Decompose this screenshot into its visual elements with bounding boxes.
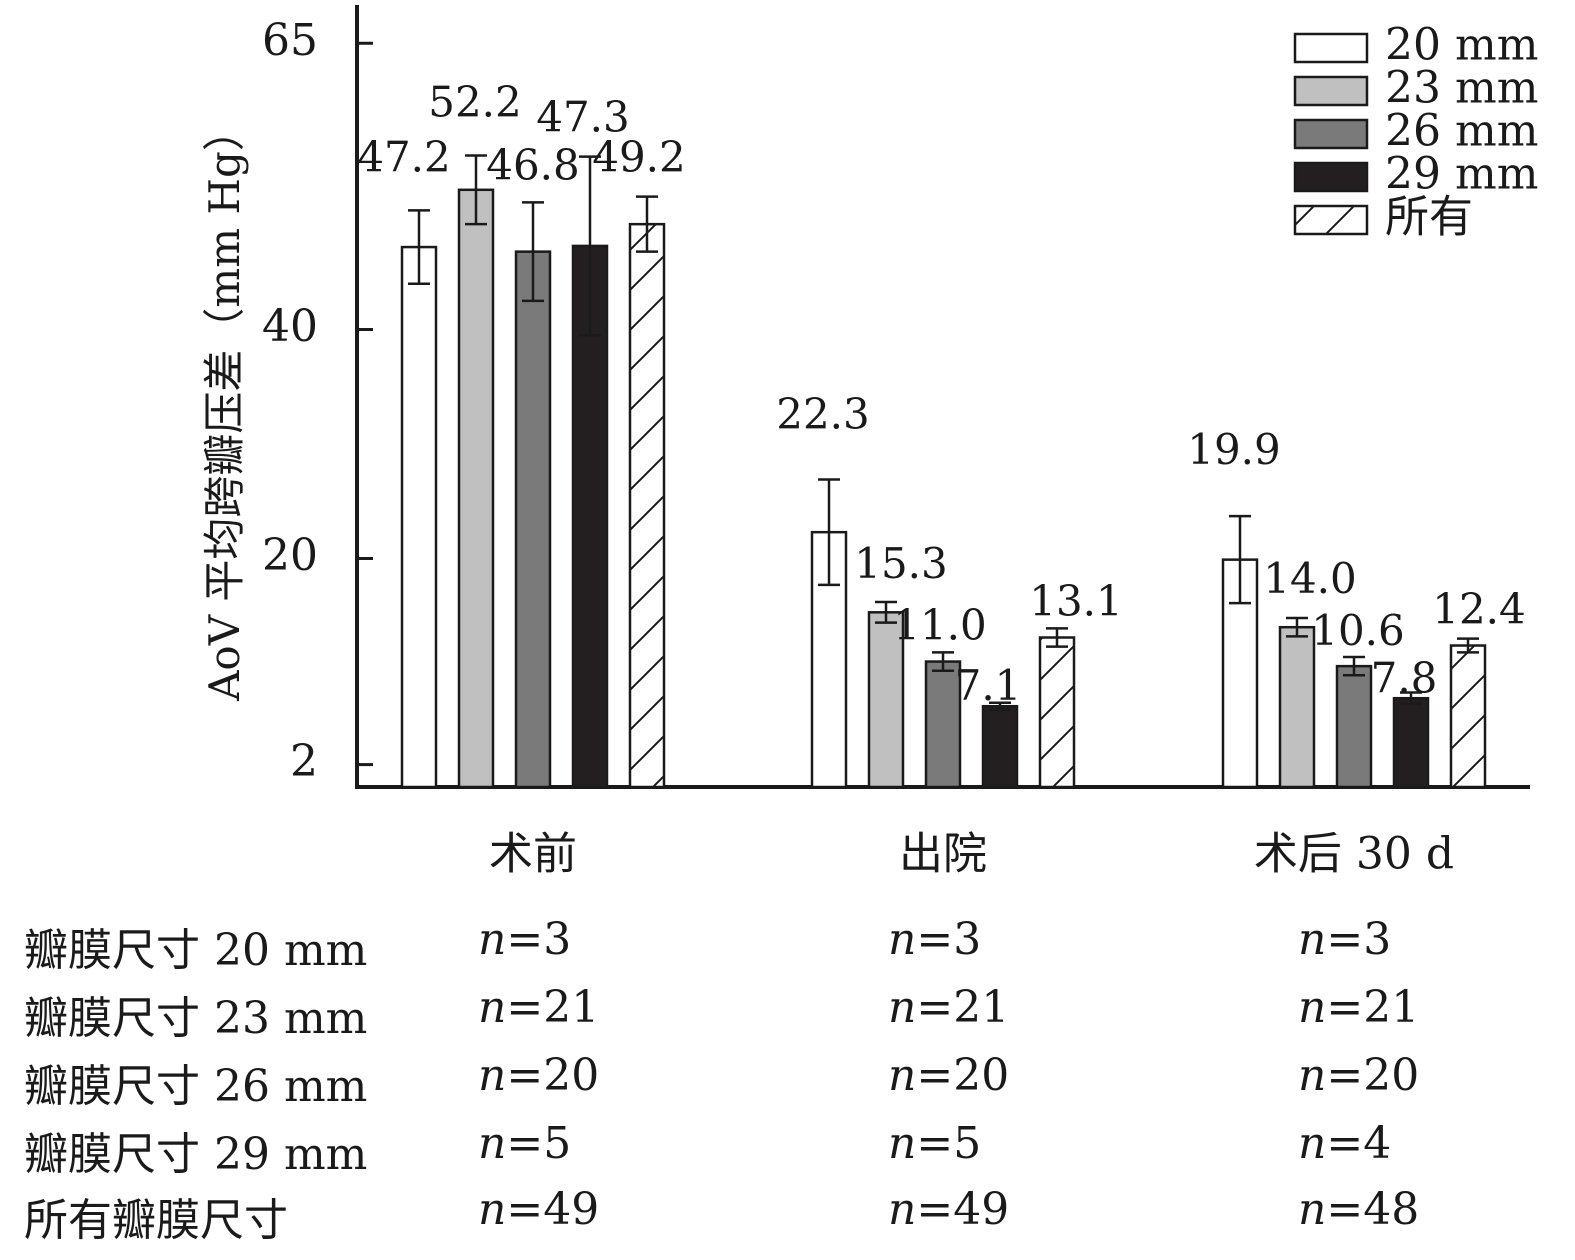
bar (457, 188, 495, 789)
bar (628, 222, 666, 789)
table-row: 瓣膜尺寸 26 mm n=20 n=20 n=20 (0, 1050, 1575, 1112)
y-tick-label: 2 (290, 736, 318, 787)
sample-size-cell: n=3 (478, 914, 572, 965)
bar (1278, 625, 1316, 789)
sample-size-cell: n=20 (478, 1050, 600, 1101)
table-row: 瓣膜尺寸 23 mm n=21 n=21 n=21 (0, 982, 1575, 1044)
data-label: 11.0 (893, 600, 987, 649)
bar (867, 611, 905, 789)
data-label: 49.2 (592, 133, 686, 182)
data-label: 14.0 (1263, 554, 1357, 603)
bar (1335, 664, 1373, 789)
bar (810, 530, 848, 789)
bar (1392, 696, 1430, 789)
y-tick-label: 40 (262, 301, 318, 352)
sample-size-cell: n=4 (1298, 1118, 1392, 1169)
x-category-label: 术后 30 d (1254, 829, 1454, 880)
data-label: 46.8 (486, 140, 580, 189)
table-row: 瓣膜尺寸 29 mm n=5 n=5 n=4 (0, 1118, 1575, 1180)
sample-size-cell: n=20 (1298, 1050, 1420, 1101)
row-label: 瓣膜尺寸 20 mm (24, 925, 368, 976)
y-tick-label: 20 (262, 530, 318, 581)
data-label: 13.1 (1029, 576, 1123, 625)
row-label: 所有瓣膜尺寸 (24, 1195, 288, 1246)
data-label: 47.3 (536, 93, 630, 142)
sample-size-cell: n=5 (478, 1118, 572, 1169)
data-label: 22.3 (776, 389, 870, 438)
sample-size-cell: n=20 (888, 1050, 1010, 1101)
bars-group (400, 154, 1487, 789)
sample-size-cell: n=21 (888, 982, 1010, 1033)
sample-size-cell: n=21 (1298, 982, 1420, 1033)
bar (514, 250, 552, 789)
x-category-label: 术前 (489, 829, 577, 880)
legend-label: 26 mm (1385, 106, 1538, 157)
data-label: 7.1 (955, 661, 1022, 710)
data-label: 7.8 (1371, 653, 1438, 702)
row-label: 瓣膜尺寸 26 mm (24, 1061, 368, 1112)
legend-swatch (1293, 118, 1369, 150)
data-label: 47.2 (357, 132, 451, 181)
legend-label: 23 mm (1385, 63, 1538, 114)
bar (400, 245, 438, 789)
y-axis-label: AoV 平均跨瓣压差（mm Hg） (200, 109, 249, 702)
sample-size-cell: n=3 (1298, 914, 1392, 965)
sample-size-cell: n=21 (478, 982, 600, 1033)
sample-size-cell: n=49 (478, 1184, 600, 1235)
table-row: 所有瓣膜尺寸 n=49 n=49 n=48 (0, 1184, 1575, 1246)
row-label: 瓣膜尺寸 23 mm (24, 993, 368, 1044)
legend-swatch (1293, 204, 1369, 236)
legend-label: 所有 (1385, 192, 1473, 243)
data-label: 15.3 (854, 539, 948, 588)
bar-chart: 2 20 40 65 47.2 52.2 46.847.349.2 术前 22.3 15.3 11… (200, 5, 1538, 880)
row-label: 瓣膜尺寸 29 mm (24, 1129, 368, 1180)
data-label: 12.4 (1432, 585, 1526, 634)
sample-size-cell: n=3 (888, 914, 982, 965)
bar (981, 704, 1019, 789)
legend-swatch (1293, 75, 1369, 107)
legend-swatch (1293, 32, 1369, 64)
sample-size-cell: n=48 (1298, 1184, 1420, 1235)
sample-size-cell: n=5 (888, 1118, 982, 1169)
value-labels-group: 47.2 52.2 46.847.349.2 术前 22.3 15.3 11.0 7.113.… (357, 77, 1526, 879)
legend-label: 29 mm (1385, 149, 1538, 200)
y-tick-label: 65 (262, 15, 318, 66)
bar (924, 660, 962, 789)
data-label: 52.2 (428, 77, 522, 126)
sample-size-cell: n=49 (888, 1184, 1010, 1235)
bar (1449, 644, 1487, 789)
data-label: 10.6 (1311, 606, 1405, 655)
legend-label: 20 mm (1385, 20, 1538, 71)
data-label: 19.9 (1187, 425, 1281, 474)
table-row: 瓣膜尺寸 20 mm n=3 n=3 n=3 (0, 914, 1575, 976)
bar (1038, 636, 1076, 789)
legend-swatch (1293, 161, 1369, 193)
x-category-label: 出院 (899, 829, 987, 880)
